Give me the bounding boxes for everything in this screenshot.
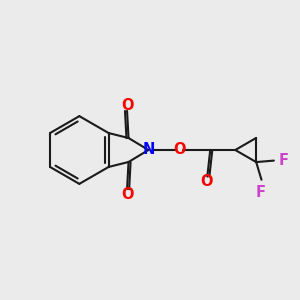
Text: F: F (256, 185, 266, 200)
Text: N: N (142, 142, 154, 158)
Text: O: O (200, 174, 213, 189)
Text: O: O (121, 98, 133, 113)
Text: F: F (279, 153, 289, 168)
Text: O: O (121, 187, 133, 202)
Text: O: O (173, 142, 186, 158)
